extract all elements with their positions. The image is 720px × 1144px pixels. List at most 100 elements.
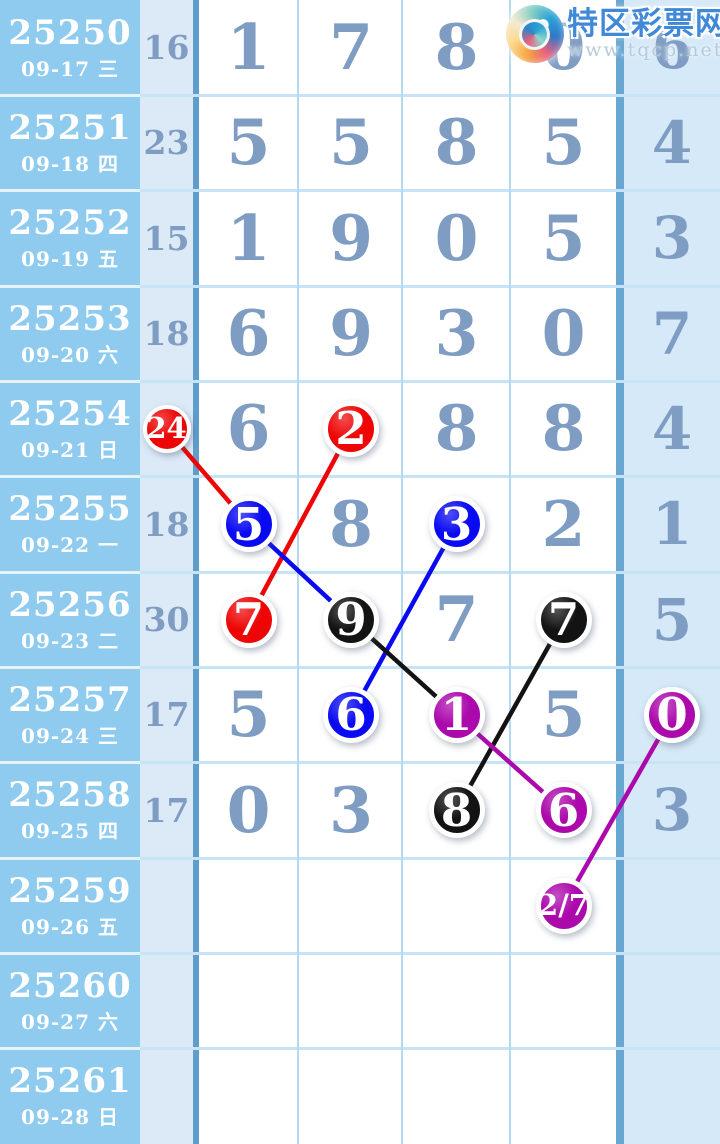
cell-d3: 5: [511, 95, 616, 190]
cell-d3: 6: [511, 763, 616, 858]
draw-date: 09-23 二: [21, 628, 119, 653]
row-divider: [0, 856, 720, 860]
cell-d3: 8: [511, 381, 616, 476]
site-name: 特区彩票网: [567, 6, 720, 41]
cell-d1: 3: [300, 763, 402, 858]
cell-d2: 3: [404, 477, 509, 572]
d2-value: 8: [434, 10, 479, 85]
row-divider: [0, 951, 720, 955]
table-row-25250: 25250 09-17 三 16 1 7 8 0 6: [0, 0, 720, 95]
row-divider: [0, 475, 720, 479]
last-value: 3: [651, 776, 693, 845]
sum-value: 30: [143, 600, 190, 640]
cell-d1: [300, 858, 402, 953]
draw-date: 09-28 日: [21, 1105, 119, 1130]
cell-last: 0: [624, 667, 720, 762]
table-row-25253: 25253 09-20 六 18 6 9 3 0 7: [0, 286, 720, 381]
cell-last: 4: [624, 381, 720, 476]
cell-d0: 5: [199, 95, 298, 190]
draw-info-cell: 25256 09-23 二: [0, 572, 140, 667]
site-logo[interactable]: 特区彩票网 www.tqcp.net: [506, 5, 720, 63]
draw-number: 25259: [8, 870, 132, 911]
table-row-25252: 25252 09-19 五 15 1 9 0 5 3: [0, 191, 720, 286]
row-divider-left: [0, 189, 140, 193]
draw-info-cell: 25257 09-24 三: [0, 667, 140, 762]
row-divider-left: [0, 761, 140, 765]
cell-last: 1: [624, 477, 720, 572]
cell-last: 5: [624, 572, 720, 667]
last-value: 1: [651, 490, 693, 559]
d3-value: 5: [541, 105, 586, 180]
cell-d2: 3: [404, 286, 509, 381]
sum-value: 18: [143, 504, 190, 544]
table-row-25256: 25256 09-23 二 30 7 9 7 7 5: [0, 572, 720, 667]
row-divider-left: [0, 951, 140, 955]
cell-sum: 16: [140, 0, 193, 95]
cell-d2: [404, 1049, 509, 1144]
d1-value: 8: [329, 486, 373, 561]
draw-date: 09-22 一: [21, 533, 119, 558]
highlight-circle-black: 7: [535, 591, 592, 648]
cell-d1: 8: [300, 477, 402, 572]
draw-info-cell: 25252 09-19 五: [0, 191, 140, 286]
cell-d3: 2/7: [511, 858, 616, 953]
cell-last: 6: [624, 0, 720, 95]
draw-date: 09-17 三: [21, 56, 119, 81]
d2-value: 8: [434, 391, 479, 466]
cell-sum: 24: [140, 381, 193, 476]
draw-number: 25261: [8, 1061, 132, 1102]
draw-info-cell: 25254 09-21 日: [0, 381, 140, 476]
d2-value: 0: [434, 200, 479, 275]
highlight-circle-purple: 6: [535, 782, 592, 839]
cell-d0: 0: [199, 763, 298, 858]
d3-value: 8: [541, 391, 586, 466]
cell-d3: [511, 1049, 616, 1144]
highlight-circle-purple: 1: [428, 686, 485, 743]
cell-sum: 15: [140, 191, 193, 286]
highlight-circle-blue: 5: [220, 496, 277, 553]
draw-number: 25258: [8, 775, 132, 816]
cell-d1: 9: [300, 191, 402, 286]
table-row-25257: 25257 09-24 三 17 5 6 1 5 0: [0, 667, 720, 762]
cell-last: [624, 1049, 720, 1144]
d0-value: 5: [226, 677, 271, 752]
sum-value: 15: [143, 218, 190, 258]
cell-last: 4: [624, 95, 720, 190]
table-row-25261: 25261 09-28 日: [0, 1049, 720, 1144]
d1-value: 9: [329, 296, 373, 371]
last-value: 4: [651, 394, 693, 463]
d1-value: 5: [329, 105, 373, 180]
logo-swirl-icon: [506, 5, 564, 63]
row-divider: [0, 284, 720, 288]
cell-d2: 8: [404, 0, 509, 95]
last-value: 6: [651, 13, 693, 82]
cell-d0: 6: [199, 381, 298, 476]
row-divider-left: [0, 379, 140, 383]
cell-d0: 6: [199, 286, 298, 381]
cell-d1: [300, 953, 402, 1048]
draw-date: 09-20 六: [21, 342, 119, 367]
logo-swirl-inner: [519, 19, 550, 50]
sum-value: 17: [143, 790, 190, 830]
cell-sum: 23: [140, 95, 193, 190]
cell-d0: 5: [199, 477, 298, 572]
logo-text: 特区彩票网 www.tqcp.net: [567, 5, 720, 61]
cell-d3: 0: [511, 286, 616, 381]
draw-number: 25250: [8, 12, 132, 53]
highlight-circle-red: 7: [220, 591, 277, 648]
row-divider: [0, 1047, 720, 1051]
d1-value: 3: [329, 772, 373, 847]
d3-value: 0: [541, 296, 586, 371]
cell-d1: 7: [300, 0, 402, 95]
draw-info-cell: 25255 09-22 一: [0, 477, 140, 572]
last-value: 5: [651, 585, 693, 654]
cell-sum: 30: [140, 572, 193, 667]
d2-value: 7: [434, 582, 479, 657]
highlight-circle-purple: 2/7: [535, 877, 592, 934]
row-divider-left: [0, 856, 140, 860]
table-row-25255: 25255 09-22 一 18 5 8 3 2 1: [0, 477, 720, 572]
cell-d2: [404, 953, 509, 1048]
draw-info-cell: 25259 09-26 五: [0, 858, 140, 953]
row-divider: [0, 189, 720, 193]
cell-d0: [199, 953, 298, 1048]
